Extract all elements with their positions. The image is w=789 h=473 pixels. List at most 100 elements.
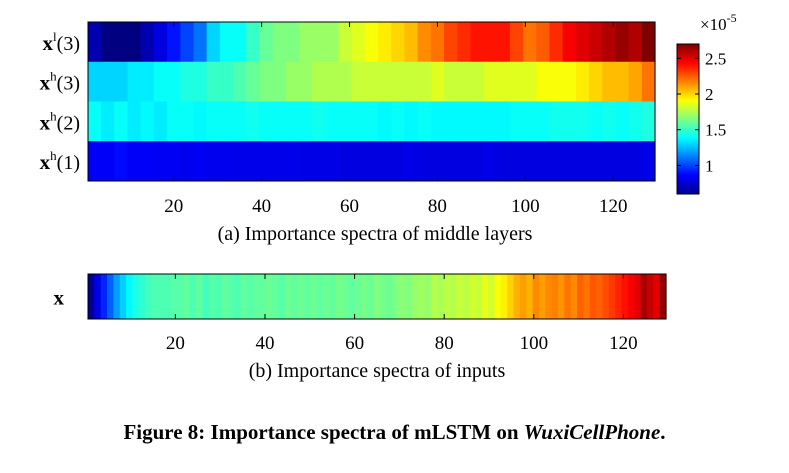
heatmap-cell bbox=[523, 22, 537, 63]
heatmap-a-frame bbox=[87, 21, 656, 182]
heatmap-cell bbox=[298, 141, 313, 182]
heatmap-cell bbox=[589, 22, 603, 63]
x-tick-label: 40 bbox=[252, 196, 271, 217]
heatmap-cell bbox=[509, 141, 524, 182]
x-tick-label: 80 bbox=[428, 196, 447, 217]
x-tick-label: 80 bbox=[435, 333, 454, 354]
heatmap-cell bbox=[615, 61, 630, 102]
heatmap-cell bbox=[140, 101, 155, 142]
heatmap-cell bbox=[259, 141, 274, 182]
heatmap-cell bbox=[127, 61, 142, 102]
heatmap-cell bbox=[602, 101, 617, 142]
heatmap-cell bbox=[219, 141, 234, 182]
heatmap-cell bbox=[523, 101, 537, 142]
heatmap-cell bbox=[325, 101, 340, 142]
heatmap-cell bbox=[94, 274, 102, 320]
heatmap-cell bbox=[88, 101, 102, 142]
heatmap-cell bbox=[378, 101, 392, 142]
heatmap-cell bbox=[444, 61, 458, 102]
heatmap-cell bbox=[246, 101, 261, 142]
heatmap-cell bbox=[641, 101, 656, 142]
heatmap-cell bbox=[278, 274, 286, 320]
heatmap-cell bbox=[284, 274, 292, 320]
heatmap-cell bbox=[219, 22, 234, 63]
heatmap-cell bbox=[391, 22, 406, 63]
subcaption-a: (a) Importance spectra of middle layers bbox=[218, 223, 533, 245]
heatmap-cell bbox=[246, 22, 261, 63]
heatmap-cell bbox=[575, 22, 590, 63]
heatmap-cell bbox=[615, 141, 630, 182]
heatmap-cell bbox=[259, 101, 274, 142]
heatmap-cell bbox=[575, 141, 590, 182]
heatmap-cell bbox=[170, 274, 178, 320]
heatmap-cell bbox=[570, 274, 578, 320]
row-label-superscript: h bbox=[50, 108, 57, 123]
heatmap-cell bbox=[206, 61, 221, 102]
heatmap-cell bbox=[272, 141, 287, 182]
heatmap-cell bbox=[272, 61, 287, 102]
x-tick-label: 100 bbox=[511, 196, 540, 217]
heatmap-cell bbox=[456, 274, 464, 320]
heatmap-cell bbox=[378, 141, 392, 182]
caption-suffix: . bbox=[660, 420, 666, 444]
heatmap-cell bbox=[101, 141, 115, 182]
row-label: x bbox=[54, 286, 65, 310]
heatmap-cell bbox=[430, 141, 445, 182]
heatmap-cell bbox=[140, 141, 155, 182]
row-label-superscript: h bbox=[50, 148, 57, 163]
heatmap-cell bbox=[628, 101, 643, 142]
heatmap-cell bbox=[153, 141, 168, 182]
heatmap-cell bbox=[312, 61, 326, 102]
heatmap-cell bbox=[338, 141, 353, 182]
heatmap-cell bbox=[443, 274, 451, 320]
row-label-superscript: l bbox=[53, 29, 57, 44]
heatmap-cell bbox=[364, 22, 379, 63]
heatmap-cell bbox=[101, 22, 115, 63]
heatmap-cell bbox=[127, 101, 142, 142]
heatmap-cell bbox=[424, 274, 432, 320]
heatmap-cell bbox=[354, 274, 362, 320]
heatmap-cell bbox=[575, 101, 590, 142]
heatmap-cell bbox=[167, 22, 181, 63]
heatmap-cell bbox=[132, 274, 140, 320]
colorbar-gradient bbox=[676, 43, 700, 195]
heatmap-cell bbox=[551, 274, 559, 320]
heatmap-cell bbox=[399, 274, 407, 320]
heatmap-cell bbox=[127, 141, 142, 182]
heatmap-cell bbox=[391, 141, 406, 182]
heatmap-cell bbox=[437, 274, 445, 320]
heatmap-cell bbox=[411, 274, 419, 320]
heatmap-cell bbox=[659, 274, 667, 320]
heatmap-cell bbox=[417, 22, 432, 63]
heatmap-cell bbox=[513, 274, 521, 320]
heatmap-cell bbox=[545, 274, 553, 320]
heatmap-cell bbox=[316, 274, 324, 320]
heatmap-cell bbox=[101, 61, 115, 102]
heatmap-cell bbox=[338, 22, 353, 63]
heatmap-cell bbox=[378, 61, 392, 102]
heatmap-cell bbox=[367, 274, 375, 320]
heatmap-cell bbox=[195, 274, 203, 320]
caption-dataset: WuxiCellPhone bbox=[523, 420, 661, 444]
heatmap-cell bbox=[615, 22, 630, 63]
heatmap-cell bbox=[233, 61, 247, 102]
heatmap-cell bbox=[562, 141, 577, 182]
heatmap-cell bbox=[470, 101, 485, 142]
heatmap-cell bbox=[562, 22, 577, 63]
heatmap-cell bbox=[193, 141, 208, 182]
row-label: xh(1) bbox=[40, 148, 80, 174]
heatmap-cell bbox=[253, 274, 261, 320]
row-label-superscript: h bbox=[50, 69, 57, 84]
heatmap-cell bbox=[507, 274, 515, 320]
colorbar-tick-label: 1.5 bbox=[705, 121, 726, 140]
heatmap-cell bbox=[335, 274, 343, 320]
heatmap-cell bbox=[233, 101, 247, 142]
heatmap-cell bbox=[470, 22, 485, 63]
heatmap-cell bbox=[272, 101, 287, 142]
heatmap-cell bbox=[628, 141, 643, 182]
heatmap-cell bbox=[153, 22, 168, 63]
row-label-argument: (1) bbox=[57, 152, 80, 174]
heatmap-cell bbox=[589, 61, 603, 102]
heatmap-cell bbox=[577, 274, 585, 320]
